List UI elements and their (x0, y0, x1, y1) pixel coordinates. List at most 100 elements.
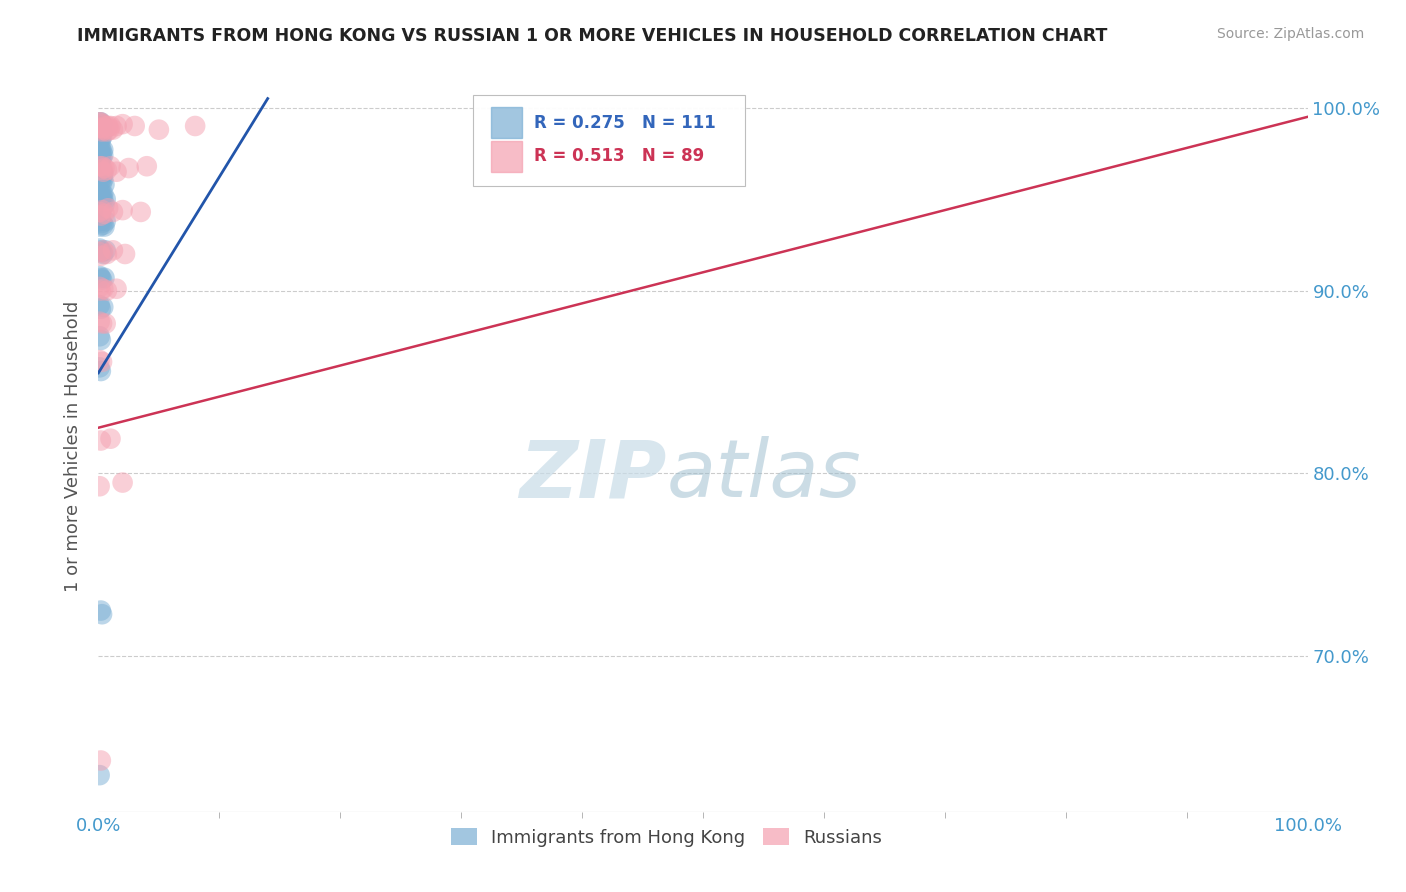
Point (129, 205, 152, 219)
Point (96, 124, 118, 138)
Y-axis label: 1 or more Vehicles in Household: 1 or more Vehicles in Household (65, 301, 83, 591)
Point (91, 300, 114, 314)
Point (91, 145, 114, 159)
Point (105, 164, 128, 178)
Point (93, 270, 115, 285)
Text: R = 0.275   N = 111: R = 0.275 N = 111 (534, 113, 716, 132)
Point (90, 364, 112, 378)
Point (94, 317, 117, 331)
Point (89, 479, 111, 493)
Point (100, 119, 122, 133)
Point (93, 197, 115, 211)
Point (91, 176, 114, 190)
Point (91, 247, 114, 261)
Point (89, 315, 111, 329)
Point (94, 119, 117, 133)
Point (89, 122, 111, 136)
Point (90, 244, 112, 258)
Point (90, 249, 112, 263)
Point (89, 141, 111, 155)
Point (91, 186, 114, 201)
Point (90, 115, 112, 129)
Point (105, 282, 128, 296)
Point (90, 134, 112, 148)
Text: atlas: atlas (666, 436, 862, 515)
Point (91, 117, 114, 131)
Point (91, 150, 114, 164)
Point (96, 162, 118, 177)
Point (90, 192, 112, 206)
Point (135, 159, 157, 173)
Point (90, 169, 112, 183)
Point (91, 244, 114, 258)
Point (89, 115, 111, 129)
Point (111, 475, 134, 490)
Point (89, 242, 111, 256)
Point (94, 244, 117, 258)
Point (89, 214, 111, 228)
Point (91, 216, 114, 230)
Point (91, 143, 114, 157)
Point (94, 192, 117, 206)
Point (90, 141, 112, 155)
Point (90, 162, 112, 177)
Point (91, 172, 114, 186)
Point (90, 209, 112, 223)
Point (97, 202, 120, 216)
Point (91, 192, 114, 206)
Point (91, 130, 114, 145)
Point (91, 245, 114, 260)
Point (148, 122, 170, 136)
Text: R = 0.513   N = 89: R = 0.513 N = 89 (534, 146, 704, 165)
Point (118, 161, 141, 175)
Point (90, 146, 112, 161)
Point (91, 164, 114, 178)
Point (89, 164, 111, 178)
Point (90, 174, 112, 188)
Point (91, 317, 114, 331)
Point (124, 119, 146, 133)
Point (105, 119, 128, 133)
Point (93, 178, 115, 192)
Legend: Immigrants from Hong Kong, Russians: Immigrants from Hong Kong, Russians (444, 821, 889, 854)
Text: ZIP: ZIP (519, 436, 666, 515)
Point (89, 120, 111, 135)
Point (89, 329, 111, 343)
Point (114, 247, 136, 261)
Point (93, 207, 115, 221)
Point (91, 192, 114, 206)
Point (90, 162, 112, 177)
Point (90, 754, 112, 768)
Point (91, 120, 114, 135)
Point (90, 186, 112, 201)
Point (89, 205, 111, 219)
Point (91, 164, 114, 178)
Point (90, 115, 112, 129)
Point (89, 119, 111, 133)
Text: IMMIGRANTS FROM HONG KONG VS RUSSIAN 1 OR MORE VEHICLES IN HOUSEHOLD CORRELATION: IMMIGRANTS FROM HONG KONG VS RUSSIAN 1 O… (77, 27, 1108, 45)
Point (89, 145, 111, 159)
Point (89, 298, 111, 312)
Point (91, 186, 114, 201)
Point (89, 194, 111, 208)
Point (90, 270, 112, 285)
Point (89, 280, 111, 294)
Point (89, 219, 111, 234)
Point (91, 607, 114, 622)
Point (94, 214, 117, 228)
Point (90, 301, 112, 316)
Point (93, 219, 115, 234)
Point (93, 161, 115, 175)
Bar (492, 107, 522, 138)
Point (89, 768, 111, 782)
Point (90, 152, 112, 166)
Point (91, 148, 114, 162)
Point (90, 284, 112, 298)
Point (184, 119, 207, 133)
Bar (492, 141, 522, 171)
Point (101, 122, 124, 136)
FancyBboxPatch shape (474, 95, 745, 186)
Point (91, 159, 114, 173)
Point (96, 284, 118, 298)
Point (111, 203, 134, 218)
